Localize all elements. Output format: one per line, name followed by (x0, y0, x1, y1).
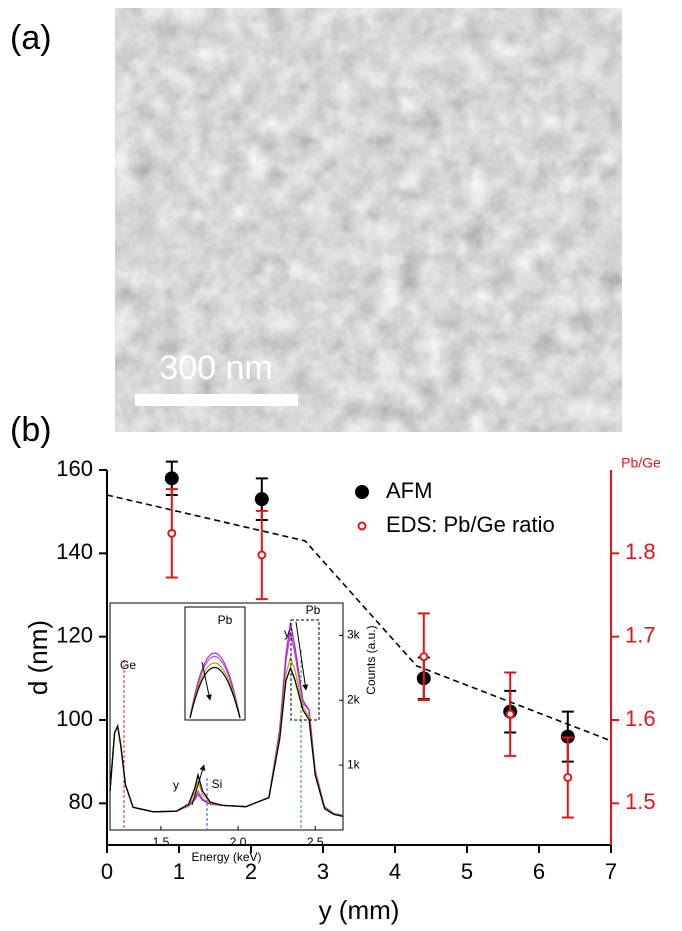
annotation: y (173, 778, 179, 792)
point (167, 528, 177, 538)
dashed-line (106, 494, 612, 742)
x-tick-label: 3 (317, 859, 329, 884)
x-tick-label: 2 (245, 859, 257, 884)
x-tick-label: 1 (173, 859, 185, 884)
inset-chart: 1.5 2.0 2.5 1k 2k 3k Energy (keV) Counts (a.u.)… (109, 602, 378, 864)
point (505, 709, 515, 719)
main-chart: 0 1 2 3 4 5 6 7 80 100 120 140 160 1.5 1.6 1.7 1.8 y (mm)… (23, 455, 661, 925)
y2-tick-label: 1.6 (625, 706, 656, 731)
inset-y2-tick-label: 3k (347, 628, 361, 642)
inset-x-tick-label: 1.5 (153, 835, 170, 849)
pb-region (290, 619, 320, 721)
inset-x-title: Energy (keV) (191, 850, 261, 864)
y-tick-label: 160 (56, 456, 93, 481)
y2-tick-label: 1.8 (625, 539, 656, 564)
legend-label: EDS: Pb/Ge ratio (386, 512, 555, 537)
inset-x-tick-label: 2.0 (230, 835, 247, 849)
inset-x-tick-label: 2.5 (307, 835, 324, 849)
pb-arrow (295, 621, 309, 691)
x-tick-label: 5 (461, 859, 473, 884)
scale-bar (135, 394, 298, 406)
si-arrow (191, 764, 206, 806)
x-tick-label: 7 (605, 859, 617, 884)
point (164, 471, 179, 486)
y-tick-label: 80 (69, 789, 93, 814)
x-tick-label: 6 (533, 859, 545, 884)
y-tick-label: 140 (56, 539, 93, 564)
zoom-curve (189, 667, 241, 719)
panel-label: (a) (10, 19, 52, 57)
legend-label: AFM (386, 478, 432, 503)
legend-marker (355, 485, 369, 499)
point (254, 492, 269, 507)
point (257, 550, 267, 560)
zoom-curve (189, 652, 241, 719)
y-tick-label: 120 (56, 622, 93, 647)
annotation: y (284, 626, 290, 640)
annotation: Pb (218, 613, 233, 627)
scale-bar-label: 300 nm (159, 349, 272, 387)
inset-y2-tick-label: 2k (347, 692, 361, 706)
annotation: Si (212, 777, 223, 791)
point (419, 652, 429, 662)
x-tick-label: 4 (389, 859, 401, 884)
y-axis-title: d (nm) (23, 620, 53, 695)
x-tick-label: 0 (101, 859, 113, 884)
spectrum (109, 665, 344, 818)
zoom-arrow (201, 661, 212, 701)
y2-axis-title: Pb/Ge (621, 455, 661, 471)
panel-label: (b) (10, 411, 52, 449)
y-tick-label: 100 (56, 706, 93, 731)
annotation: Pb (306, 603, 321, 617)
sem-texture (115, 8, 622, 432)
inset-y2-tick-label: 1k (347, 757, 361, 771)
annotation: Ge (120, 658, 136, 672)
inset-y2-title: Counts (a.u.) (364, 625, 378, 694)
y2-tick-label: 1.5 (625, 789, 656, 814)
y2-tick-label: 1.7 (625, 622, 656, 647)
legend-marker (357, 521, 367, 531)
point (563, 773, 573, 782)
x-axis-title: y (mm) (319, 895, 400, 925)
